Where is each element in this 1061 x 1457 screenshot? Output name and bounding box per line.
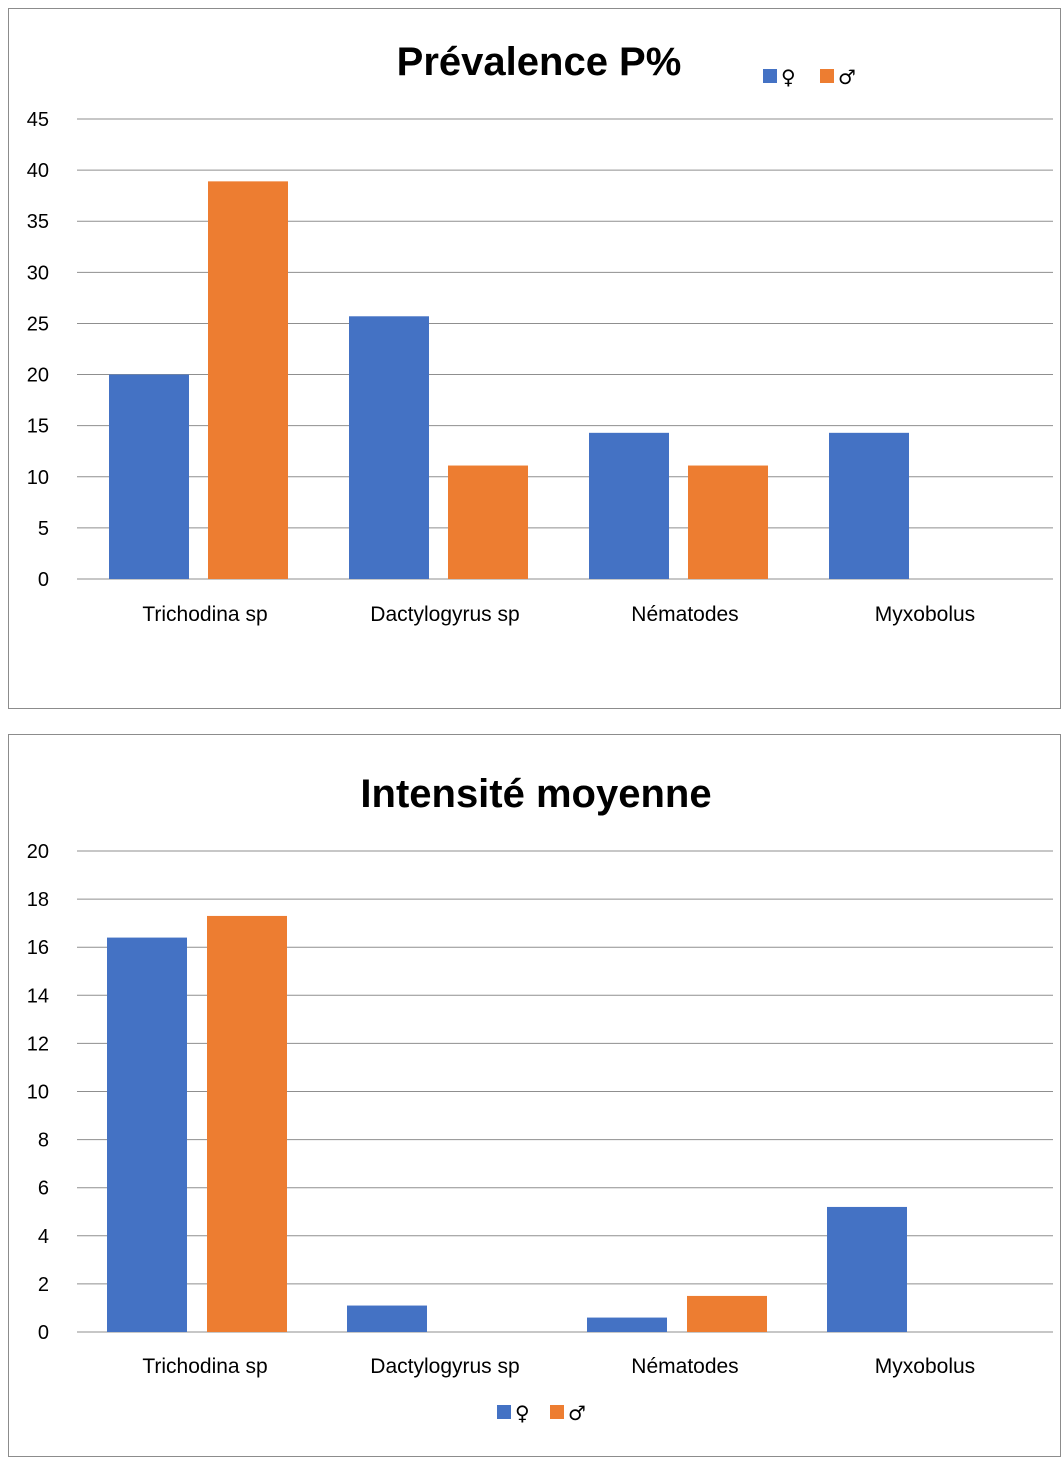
intensity-category-label: Nématodes (631, 1355, 738, 1378)
intensity-legend-swatch (497, 1405, 511, 1419)
prevalence-bar-dactylogyrus-sp-series-0 (349, 316, 429, 579)
prevalence-y-tick-label: 30 (27, 262, 49, 284)
prevalence-y-tick-label: 25 (27, 313, 49, 335)
prevalence-category-label: Myxobolus (875, 603, 975, 626)
intensity-legend-swatch (550, 1405, 564, 1419)
intensity-y-tick-label: 10 (27, 1082, 49, 1104)
prevalence-bar-trichodina-sp-series-1 (208, 181, 288, 579)
intensity-category-label: Trichodina sp (142, 1355, 267, 1378)
intensity-bar-dactylogyrus-sp-series-0 (347, 1305, 427, 1332)
intensity-y-tick-label: 0 (38, 1322, 49, 1344)
intensity-y-tick-label: 20 (27, 841, 49, 863)
intensity-legend-label: ♀ (515, 1401, 530, 1425)
intensity-category-label: Myxobolus (875, 1355, 975, 1378)
prevalence-y-tick-label: 20 (27, 365, 49, 387)
intensity-chart-title: Intensité moyenne (360, 772, 711, 816)
intensity-y-tick-label: 2 (38, 1274, 49, 1296)
prevalence-category-label: Trichodina sp (142, 603, 267, 626)
prevalence-category-label: Nématodes (631, 603, 738, 626)
intensity-y-tick-label: 14 (27, 985, 49, 1007)
prevalence-category-label: Dactylogyrus sp (370, 603, 519, 626)
intensity-bar-n-matodes-series-0 (587, 1317, 667, 1332)
intensity-category-label: Dactylogyrus sp (370, 1355, 519, 1378)
intensity-chart-svg: Intensité moyenne 0 2 4 6 8 10 12 14 16 18 20 Tricho… (27, 772, 1053, 1425)
prevalence-legend-swatch (763, 69, 777, 83)
prevalence-bar-myxobolus-series-0 (829, 432, 909, 579)
intensity-y-tick-label: 12 (27, 1033, 49, 1055)
intensity-legend-label: ♂ (568, 1401, 586, 1425)
prevalence-bar-dactylogyrus-sp-series-1 (448, 465, 528, 579)
prevalence-chart: Prévalence P% 0 5 10 15 20 25 30 35 40 45 Trichodin… (8, 8, 1061, 709)
prevalence-y-tick-label: 10 (27, 467, 49, 489)
prevalence-bar-n-matodes-series-1 (688, 465, 768, 579)
prevalence-y-tick-label: 40 (27, 160, 49, 182)
prevalence-legend-swatch (820, 69, 834, 83)
prevalence-y-tick-label: 0 (38, 569, 49, 591)
prevalence-bar-n-matodes-series-0 (589, 432, 669, 579)
intensity-bar-n-matodes-series-1 (687, 1295, 767, 1332)
intensity-y-tick-label: 18 (27, 889, 49, 911)
prevalence-bar-trichodina-sp-series-0 (109, 374, 189, 579)
prevalence-y-tick-label: 15 (27, 416, 49, 438)
prevalence-legend-label: ♀ (781, 65, 796, 89)
prevalence-y-tick-label: 45 (27, 109, 49, 131)
intensity-y-tick-label: 4 (38, 1226, 49, 1248)
prevalence-chart-title: Prévalence P% (397, 40, 682, 84)
prevalence-legend-label: ♂ (838, 65, 856, 89)
intensity-y-tick-label: 16 (27, 937, 49, 959)
intensity-bar-myxobolus-series-0 (827, 1206, 907, 1332)
intensity-chart: Intensité moyenne 0 2 4 6 8 10 12 14 16 18 20 Tricho… (8, 734, 1061, 1457)
prevalence-y-tick-label: 5 (38, 518, 49, 540)
intensity-y-tick-label: 8 (38, 1130, 49, 1152)
prevalence-y-tick-label: 35 (27, 211, 49, 233)
intensity-bar-trichodina-sp-series-0 (107, 937, 187, 1332)
intensity-bar-trichodina-sp-series-1 (207, 915, 287, 1332)
intensity-y-tick-label: 6 (38, 1178, 49, 1200)
prevalence-chart-svg: Prévalence P% 0 5 10 15 20 25 30 35 40 45 Trichodin… (27, 40, 1053, 626)
